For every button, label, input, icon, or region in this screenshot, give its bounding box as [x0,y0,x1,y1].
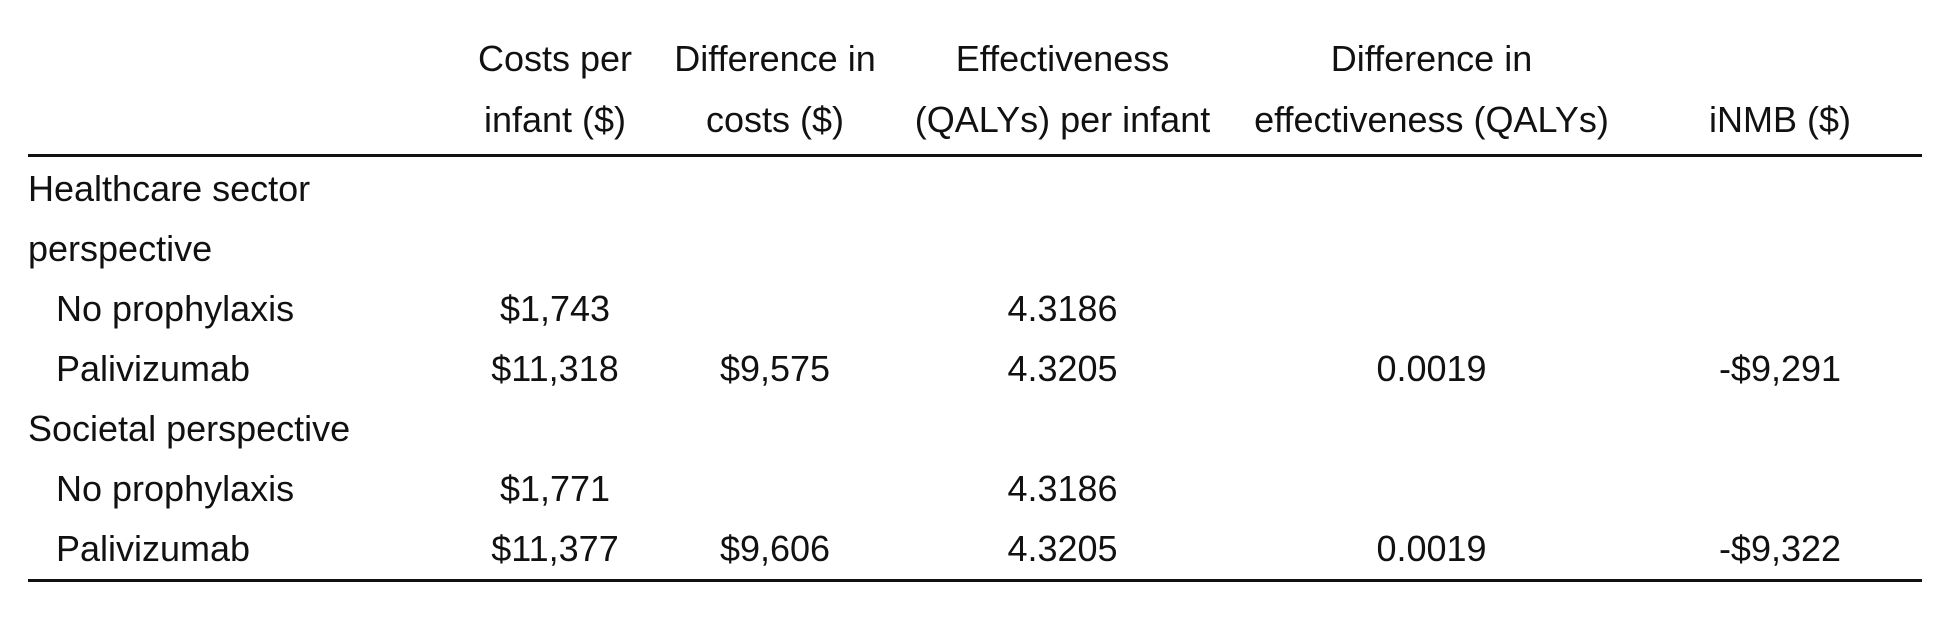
cost-cell: $1,743 [499,288,611,329]
header-line: infant ($) [483,99,627,140]
header-line [28,28,460,89]
header-cell-costs-per-infant: Costs per infant ($) [460,0,650,157]
diff-cost-cell [650,459,900,519]
header-line: costs ($) [705,99,845,140]
diff-effectiveness-cell: 0.0019 [1225,519,1638,582]
group-label-line: Healthcare sector [28,168,311,209]
table-row: No prophylaxis $1,771 4.3186 [28,459,1922,519]
table-body: Healthcare sector perspective No prophyl… [28,156,1922,582]
header-cell-effectiveness: Effectiveness (QALYs) per infant [900,0,1225,157]
group-row-healthcare-sector: Healthcare sector perspective [28,156,1922,280]
group-label-line: perspective [28,228,213,269]
header-line: Difference in [674,38,876,79]
diff-effectiveness-cell [1225,459,1638,519]
header-line: iNMB ($) [1709,99,1851,140]
table-row: No prophylaxis $1,743 4.3186 [28,279,1922,339]
diff-effectiveness-cell [1225,279,1638,339]
effectiveness-cell: 4.3186 [1007,288,1118,329]
header-line: Difference in [1330,38,1533,79]
row-label: No prophylaxis [56,468,295,509]
inmb-cell: -$9,322 [1638,519,1922,582]
cost-effectiveness-table-container: Costs per infant ($) Difference in costs… [28,0,1922,582]
inmb-cell [1638,459,1922,519]
cost-cell: $1,771 [499,468,611,509]
diff-cost-cell: $9,575 [719,348,831,389]
table-header: Costs per infant ($) Difference in costs… [28,0,1922,157]
inmb-cell [1638,279,1922,339]
header-cell-inmb: iNMB ($) [1638,0,1922,157]
row-label: Palivizumab [28,519,460,582]
header-line: Costs per [477,38,633,79]
effectiveness-cell: 4.3205 [1007,348,1118,389]
row-label: No prophylaxis [56,288,295,329]
header-line [28,89,460,150]
effectiveness-cell: 4.3186 [1007,468,1118,509]
diff-cost-cell [650,279,900,339]
header-line: (QALYs) per infant [914,99,1211,140]
table-row: Palivizumab $11,377 $9,606 4.3205 0.0019… [28,519,1922,582]
header-cell-difference-in-costs: Difference in costs ($) [650,0,900,157]
group-label-societal: Societal perspective [28,399,1922,459]
effectiveness-cell: 4.3205 [900,519,1225,582]
cost-effectiveness-table: Costs per infant ($) Difference in costs… [28,0,1922,582]
group-label-healthcare-sector: Healthcare sector perspective [28,156,1922,280]
inmb-cell: -$9,291 [1718,348,1842,389]
header-row: Costs per infant ($) Difference in costs… [28,0,1922,157]
header-line: Effectiveness [955,38,1170,79]
header-cell-label [28,0,460,157]
header-line [1638,28,1922,89]
cost-cell: $11,318 [491,348,619,389]
row-label: Palivizumab [56,348,251,389]
cost-cell: $11,377 [460,519,650,582]
header-cell-difference-in-effectiveness: Difference in effectiveness (QALYs) [1225,0,1638,157]
header-line: effectiveness (QALYs) [1254,99,1609,140]
diff-cost-cell: $9,606 [650,519,900,582]
group-label-line: Societal perspective [28,408,351,449]
diff-effectiveness-cell: 0.0019 [1376,348,1487,389]
group-row-societal: Societal perspective [28,399,1922,459]
table-row: Palivizumab $11,318 $9,575 4.3205 0.0019… [28,339,1922,399]
